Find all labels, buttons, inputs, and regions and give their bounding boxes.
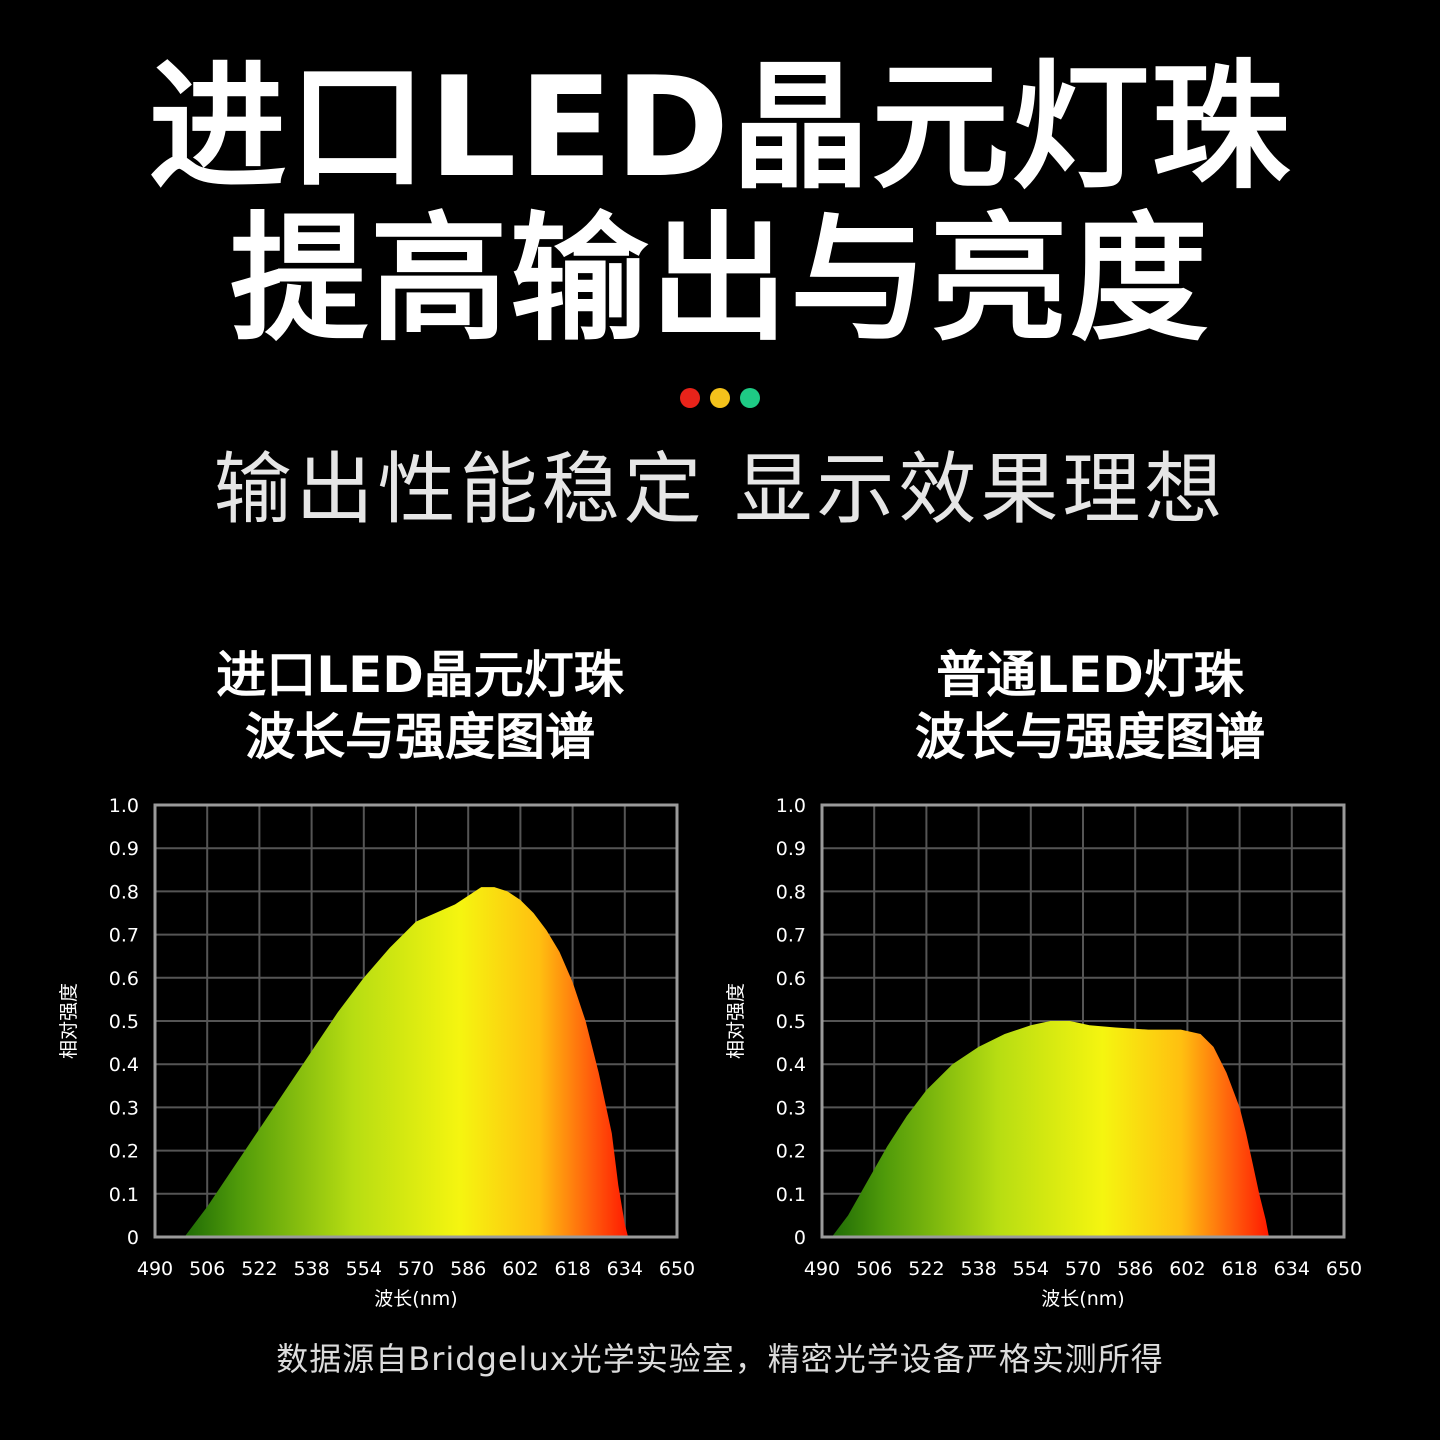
- x-tick-label: 522: [908, 1258, 944, 1280]
- x-tick-label: 586: [450, 1258, 486, 1280]
- x-tick-label: 490: [804, 1258, 840, 1280]
- chart-title-right-line-1: 普通LED灯珠: [936, 646, 1244, 704]
- x-tick-label: 650: [659, 1258, 695, 1280]
- x-tick-label: 506: [856, 1258, 892, 1280]
- x-tick-label: 602: [1169, 1258, 1205, 1280]
- y-tick-label: 0: [794, 1227, 806, 1249]
- plot-frame: [820, 803, 1346, 1239]
- y-tick-label: 0.8: [109, 881, 139, 903]
- y-tick-label: 1.0: [109, 795, 139, 817]
- y-tick-label: 0.7: [109, 925, 139, 947]
- y-tick-label: 0.4: [109, 1054, 139, 1076]
- x-axis-label: 波长(nm): [1041, 1288, 1124, 1310]
- y-tick-label: 0.9: [109, 838, 139, 860]
- x-tick-label: 538: [293, 1258, 329, 1280]
- subheadline: 输出性能稳定 显示效果理想: [213, 445, 1227, 535]
- chart-title-left-line-2: 波长与强度图谱: [245, 708, 595, 766]
- x-tick-label: 602: [502, 1258, 538, 1280]
- headline-line-1: 进口LED晶元灯珠: [148, 47, 1292, 208]
- y-tick-label: 0.6: [776, 968, 806, 990]
- x-tick-label: 522: [241, 1258, 277, 1280]
- y-tick-label: 0.9: [776, 838, 806, 860]
- y-tick-label: 0.1: [776, 1184, 806, 1206]
- y-tick-label: 0.2: [109, 1141, 139, 1163]
- y-tick-label: 0.1: [109, 1184, 139, 1206]
- spectrum-area-series: [184, 887, 629, 1237]
- x-tick-label: 650: [1326, 1258, 1362, 1280]
- x-tick-label: 618: [1221, 1258, 1257, 1280]
- red-dot-icon: [680, 388, 700, 408]
- x-tick-label: 506: [189, 1258, 225, 1280]
- decorative-dots: [0, 388, 1440, 408]
- y-tick-label: 0.7: [776, 925, 806, 947]
- x-tick-label: 554: [1013, 1258, 1049, 1280]
- spectrum-chart-imported: 0 0.1 0.2 0.3 0.4 0.5 0.6 0.7 0.8 0.9 1.0 490 506 522…: [58, 795, 695, 1310]
- headline-line-2: 提高输出与亮度: [229, 199, 1210, 360]
- spectrum-chart-standard: 0 0.1 0.2 0.3 0.4 0.5 0.6 0.7 0.8 0.9 1.0 490 506 522…: [725, 795, 1362, 1310]
- y-tick-label: 1.0: [776, 795, 806, 817]
- y-tick-label: 0.6: [109, 968, 139, 990]
- y-tick-label: 0.5: [109, 1011, 139, 1033]
- x-tick-label: 618: [554, 1258, 590, 1280]
- spectrum-area-series: [831, 1021, 1269, 1237]
- chart-title-left-line-1: 进口LED晶元灯珠: [216, 646, 624, 704]
- x-axis-label: 波长(nm): [374, 1288, 457, 1310]
- y-axis-label: 相对强度: [725, 983, 747, 1059]
- y-tick-label: 0: [127, 1227, 139, 1249]
- y-tick-label: 0.8: [776, 881, 806, 903]
- y-tick-label: 0.3: [776, 1097, 806, 1119]
- chart-title-left: 进口LED晶元灯珠 波长与强度图谱: [130, 644, 710, 768]
- plot-frame: [153, 803, 679, 1239]
- x-tick-label: 634: [607, 1258, 643, 1280]
- x-tick-label: 490: [137, 1258, 173, 1280]
- x-tick-label: 570: [398, 1258, 434, 1280]
- y-axis-label: 相对强度: [58, 983, 80, 1059]
- chart-title-right-line-2: 波长与强度图谱: [915, 708, 1265, 766]
- x-tick-label: 570: [1065, 1258, 1101, 1280]
- chart-title-right: 普通LED灯珠 波长与强度图谱: [790, 644, 1390, 768]
- x-tick-label: 554: [346, 1258, 382, 1280]
- y-tick-label: 0.3: [109, 1097, 139, 1119]
- yellow-dot-icon: [710, 388, 730, 408]
- footnote: 数据源自Bridgelux光学实验室，精密光学设备严格实测所得: [276, 1340, 1164, 1378]
- x-tick-label: 634: [1274, 1258, 1310, 1280]
- x-tick-label: 586: [1117, 1258, 1153, 1280]
- green-dot-icon: [740, 388, 760, 408]
- y-tick-label: 0.4: [776, 1054, 806, 1076]
- y-tick-label: 0.2: [776, 1141, 806, 1163]
- x-tick-label: 538: [960, 1258, 996, 1280]
- y-tick-label: 0.5: [776, 1011, 806, 1033]
